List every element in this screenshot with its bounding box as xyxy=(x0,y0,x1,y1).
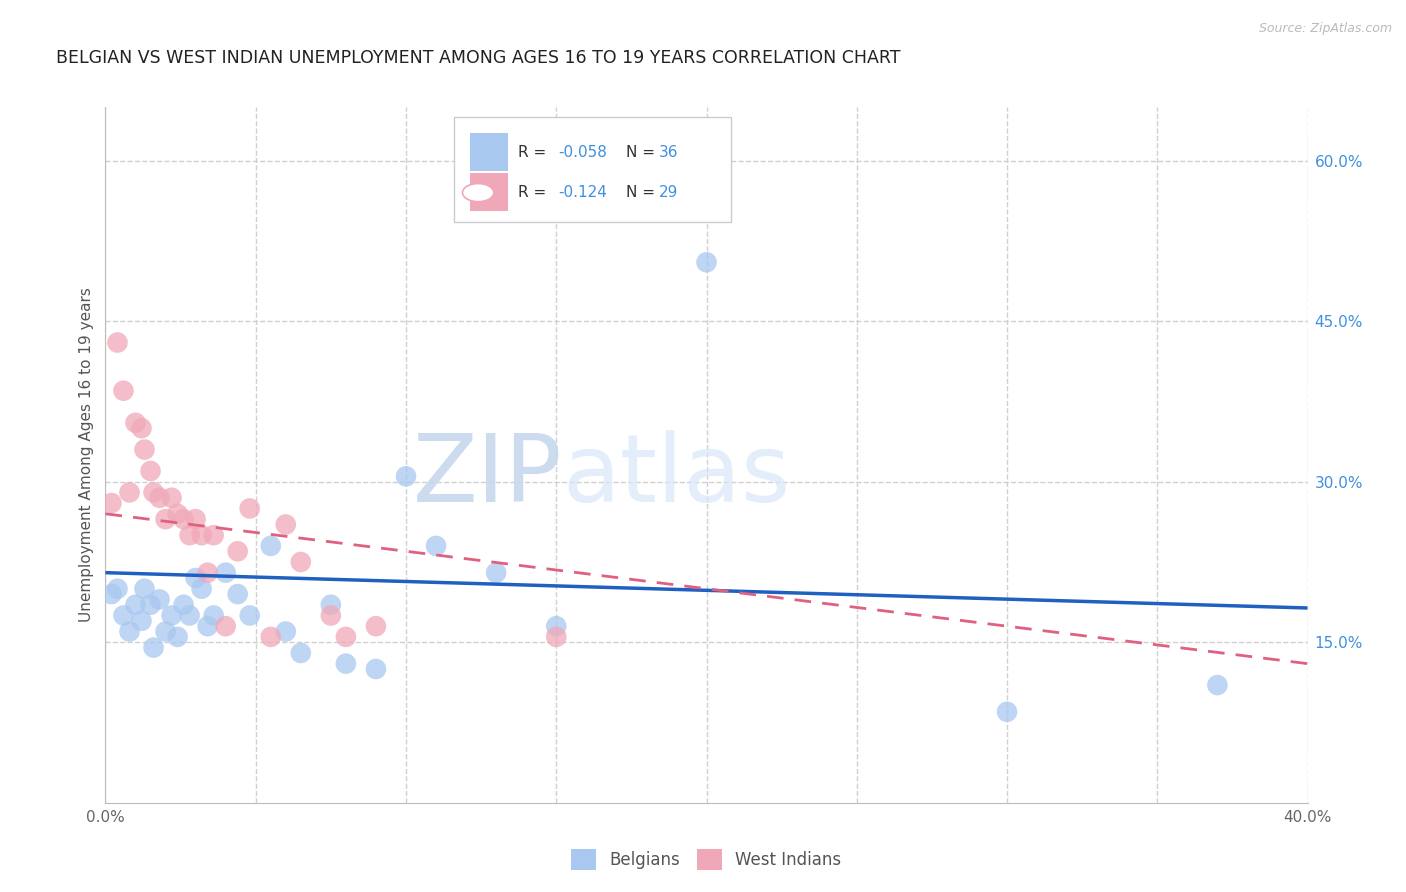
Point xyxy=(112,608,135,623)
Point xyxy=(995,705,1018,719)
Point xyxy=(226,544,249,558)
Point xyxy=(290,555,312,569)
Point xyxy=(166,507,188,521)
Point xyxy=(364,662,387,676)
Point xyxy=(335,630,357,644)
Text: Source: ZipAtlas.com: Source: ZipAtlas.com xyxy=(1258,22,1392,36)
Point xyxy=(166,630,188,644)
Point xyxy=(155,512,177,526)
Point xyxy=(160,491,183,505)
Text: R =: R = xyxy=(517,186,551,200)
Point xyxy=(107,582,129,596)
Point xyxy=(173,598,195,612)
Point xyxy=(696,255,718,269)
Point xyxy=(197,566,219,580)
Point xyxy=(142,485,165,500)
Point xyxy=(239,608,262,623)
FancyBboxPatch shape xyxy=(470,133,508,171)
Point xyxy=(364,619,387,633)
Point xyxy=(107,335,129,350)
Point xyxy=(139,464,162,478)
Text: BELGIAN VS WEST INDIAN UNEMPLOYMENT AMONG AGES 16 TO 19 YEARS CORRELATION CHART: BELGIAN VS WEST INDIAN UNEMPLOYMENT AMON… xyxy=(56,49,901,67)
Text: ZIP: ZIP xyxy=(412,430,562,522)
Point xyxy=(124,416,146,430)
Text: -0.124: -0.124 xyxy=(558,186,607,200)
Point xyxy=(485,566,508,580)
Y-axis label: Unemployment Among Ages 16 to 19 years: Unemployment Among Ages 16 to 19 years xyxy=(79,287,94,623)
Point xyxy=(173,512,195,526)
Point xyxy=(131,614,153,628)
Point xyxy=(239,501,262,516)
Circle shape xyxy=(463,184,494,202)
Point xyxy=(179,528,201,542)
Point xyxy=(197,619,219,633)
FancyBboxPatch shape xyxy=(470,173,508,211)
FancyBboxPatch shape xyxy=(454,118,731,222)
Point xyxy=(319,598,342,612)
Point xyxy=(134,442,156,457)
Point xyxy=(131,421,153,435)
Point xyxy=(335,657,357,671)
Point xyxy=(591,202,613,216)
Point xyxy=(260,539,283,553)
Point xyxy=(179,608,201,623)
Text: -0.058: -0.058 xyxy=(558,145,607,160)
Text: N =: N = xyxy=(626,186,659,200)
Point xyxy=(202,528,225,542)
Point xyxy=(214,566,236,580)
Point xyxy=(274,517,297,532)
Point xyxy=(202,608,225,623)
Point xyxy=(184,571,207,585)
Point xyxy=(190,582,212,596)
Point xyxy=(142,640,165,655)
Point xyxy=(274,624,297,639)
Point xyxy=(124,598,146,612)
Text: 29: 29 xyxy=(658,186,678,200)
Point xyxy=(425,539,447,553)
Point xyxy=(546,630,568,644)
Point xyxy=(290,646,312,660)
Point xyxy=(100,496,122,510)
Point xyxy=(112,384,135,398)
Legend: Belgians, West Indians: Belgians, West Indians xyxy=(562,841,851,878)
Point xyxy=(134,582,156,596)
Point xyxy=(395,469,418,483)
Point xyxy=(155,624,177,639)
Point xyxy=(148,491,170,505)
Text: atlas: atlas xyxy=(562,430,790,522)
Point xyxy=(190,528,212,542)
Point xyxy=(214,619,236,633)
Point xyxy=(260,630,283,644)
Point xyxy=(1206,678,1229,692)
Point xyxy=(160,608,183,623)
Point xyxy=(546,619,568,633)
Point xyxy=(139,598,162,612)
Point xyxy=(118,624,141,639)
Text: R =: R = xyxy=(517,145,551,160)
Point xyxy=(118,485,141,500)
Point xyxy=(148,592,170,607)
Point xyxy=(184,512,207,526)
Point xyxy=(226,587,249,601)
Text: N =: N = xyxy=(626,145,659,160)
Point xyxy=(100,587,122,601)
Text: 36: 36 xyxy=(658,145,678,160)
Point xyxy=(319,608,342,623)
